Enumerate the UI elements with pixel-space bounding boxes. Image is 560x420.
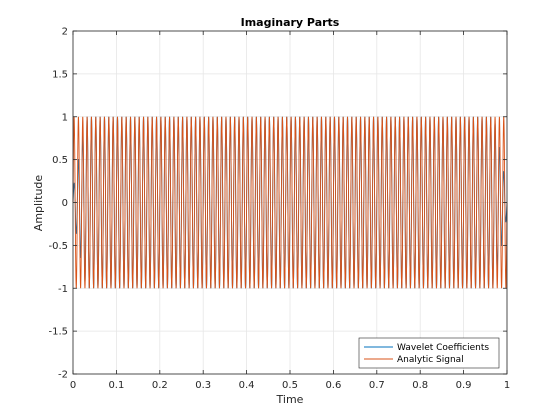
x-tick-label: 0.7 [369, 380, 385, 391]
y-tick-label: 0.5 [52, 155, 68, 166]
y-tick-label: -1 [58, 284, 68, 295]
x-tick-label: 0.5 [282, 380, 298, 391]
y-tick-label: 1.5 [52, 69, 68, 80]
legend: Wavelet Coefficients Analytic Signal [358, 337, 500, 369]
y-tick-label: 1 [62, 112, 68, 123]
series-analytic-signal [72, 116, 508, 289]
x-tick-label: 1 [504, 380, 510, 391]
x-tick-label: 0.3 [195, 380, 211, 391]
ticks: 0 0.1 0.2 0.3 0.4 0.5 0.6 0.7 0.8 0.9 1 -2 -1.5 -1 -0.… [48, 27, 510, 392]
plot-area: 0 0.1 0.2 0.3 0.4 0.5 0.6 0.7 0.8 0.9 1 -2 -1.5 -1 -0.… [48, 27, 510, 392]
y-tick-label: 2 [62, 27, 68, 38]
legend-entry-wavelet-coefficients: Wavelet Coefficients [397, 343, 489, 353]
x-tick-label: 0.8 [412, 380, 428, 391]
x-tick-label: 0.9 [456, 380, 472, 391]
legend-entry-analytic-signal: Analytic Signal [397, 355, 464, 365]
y-tick-label: -2 [58, 370, 68, 381]
x-tick-label: 0.6 [325, 380, 341, 391]
y-tick-label: -0.5 [48, 241, 68, 252]
y-tick-label: -1.5 [48, 327, 68, 338]
y-axis-label: Amplitude [32, 175, 45, 232]
series-layer [72, 116, 508, 289]
x-axis-label: Time [276, 393, 304, 406]
legend-box [358, 337, 500, 369]
x-tick-label: 0.1 [108, 380, 124, 391]
y-tick-label: 0 [62, 198, 68, 209]
x-tick-label: 0 [70, 380, 76, 391]
x-tick-label: 0.2 [152, 380, 168, 391]
x-tick-label: 0.4 [239, 380, 255, 391]
chart-title: Imaginary Parts [241, 16, 340, 29]
